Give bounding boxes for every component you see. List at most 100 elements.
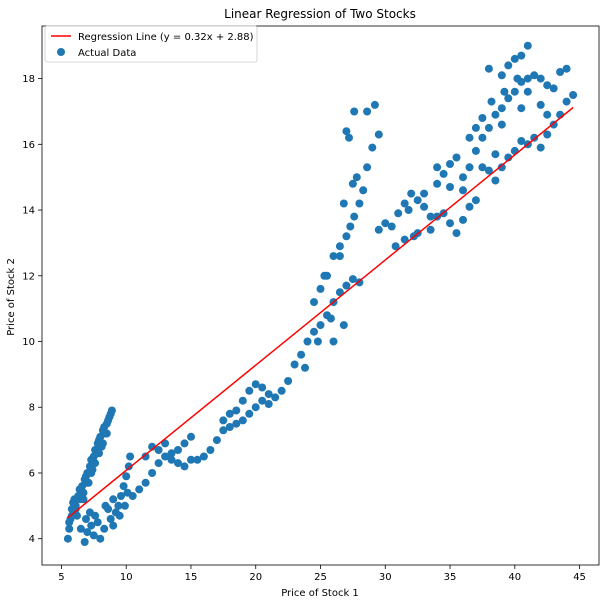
data-point xyxy=(232,406,241,415)
data-point xyxy=(303,337,312,346)
data-point xyxy=(484,123,493,132)
data-point xyxy=(346,222,355,231)
data-point xyxy=(523,74,532,83)
data-point xyxy=(114,501,123,510)
data-point xyxy=(562,97,571,106)
y-axis-title: Price of Stock 2 xyxy=(6,258,17,336)
data-point xyxy=(161,452,170,461)
data-point xyxy=(316,321,325,330)
data-point xyxy=(120,501,129,510)
data-point xyxy=(154,446,163,454)
data-point xyxy=(497,104,506,113)
data-point xyxy=(420,189,429,198)
data-point xyxy=(504,94,513,103)
data-point xyxy=(497,163,506,172)
data-point xyxy=(100,524,109,533)
data-point xyxy=(167,449,176,458)
data-point xyxy=(82,515,90,523)
data-point xyxy=(345,133,353,142)
data-point xyxy=(87,469,96,477)
data-point xyxy=(536,74,545,83)
data-point xyxy=(510,87,519,96)
data-point xyxy=(316,284,325,293)
data-point xyxy=(491,110,500,119)
data-point xyxy=(513,74,522,83)
data-point xyxy=(433,163,442,172)
data-point xyxy=(355,199,364,208)
data-point xyxy=(478,133,487,142)
data-point xyxy=(93,518,102,527)
data-point xyxy=(76,524,85,533)
data-point xyxy=(161,439,170,448)
data-point xyxy=(245,409,254,418)
data-point xyxy=(115,511,124,520)
data-point xyxy=(174,459,182,468)
chart-title: Linear Regression of Two Stocks xyxy=(224,7,416,21)
data-point xyxy=(187,455,195,464)
legend-box xyxy=(44,25,258,63)
data-point xyxy=(500,87,509,96)
data-point xyxy=(225,409,234,418)
data-point xyxy=(459,186,467,195)
data-point xyxy=(106,515,115,523)
data-point xyxy=(400,199,409,208)
data-point xyxy=(65,524,74,533)
data-point xyxy=(352,173,361,182)
data-point xyxy=(446,219,454,228)
y-tick-label: 10 xyxy=(22,337,35,348)
data-point xyxy=(335,242,344,251)
data-point xyxy=(193,455,202,464)
data-point xyxy=(374,225,383,234)
data-point xyxy=(245,386,254,395)
data-point xyxy=(348,275,357,284)
data-point xyxy=(225,423,234,431)
y-tick-label: 16 xyxy=(22,140,35,151)
data-point xyxy=(339,199,348,208)
data-point xyxy=(290,360,299,369)
data-point xyxy=(284,377,293,385)
data-point xyxy=(446,183,454,191)
data-point xyxy=(238,416,247,425)
data-point xyxy=(109,521,118,530)
y-tick-label: 14 xyxy=(22,206,35,217)
data-point xyxy=(71,505,80,514)
data-point xyxy=(523,87,532,96)
data-point xyxy=(381,219,390,228)
data-point xyxy=(491,176,500,185)
data-point xyxy=(363,163,372,172)
data-point xyxy=(124,462,133,471)
data-point xyxy=(368,143,377,152)
data-point xyxy=(79,488,88,497)
x-tick-label: 20 xyxy=(249,572,262,583)
data-point xyxy=(439,169,448,178)
data-point xyxy=(128,492,137,500)
data-point xyxy=(65,518,74,527)
x-tick-label: 5 xyxy=(58,572,64,583)
x-axis: 5 10 15 20 25 30 35 40 45 xyxy=(58,565,586,583)
data-point xyxy=(91,459,100,468)
data-point xyxy=(407,189,416,198)
data-point xyxy=(238,396,247,405)
data-point xyxy=(187,432,195,441)
data-point xyxy=(342,281,351,290)
data-point xyxy=(117,492,125,500)
data-point xyxy=(313,337,322,346)
data-point xyxy=(426,212,435,221)
regression-line-layer xyxy=(67,106,574,519)
x-tick-label: 15 xyxy=(185,572,198,583)
data-point xyxy=(543,110,552,119)
data-point xyxy=(497,71,506,80)
data-point xyxy=(75,495,84,504)
y-tick-label: 6 xyxy=(29,468,35,479)
data-point xyxy=(154,459,163,468)
data-point xyxy=(426,225,435,234)
data-point xyxy=(232,419,241,428)
data-point xyxy=(484,166,493,175)
data-point xyxy=(174,446,182,454)
data-point xyxy=(89,531,98,540)
data-point xyxy=(126,452,135,461)
data-point xyxy=(310,298,318,307)
data-point xyxy=(98,439,107,448)
x-tick-label: 35 xyxy=(444,572,457,583)
